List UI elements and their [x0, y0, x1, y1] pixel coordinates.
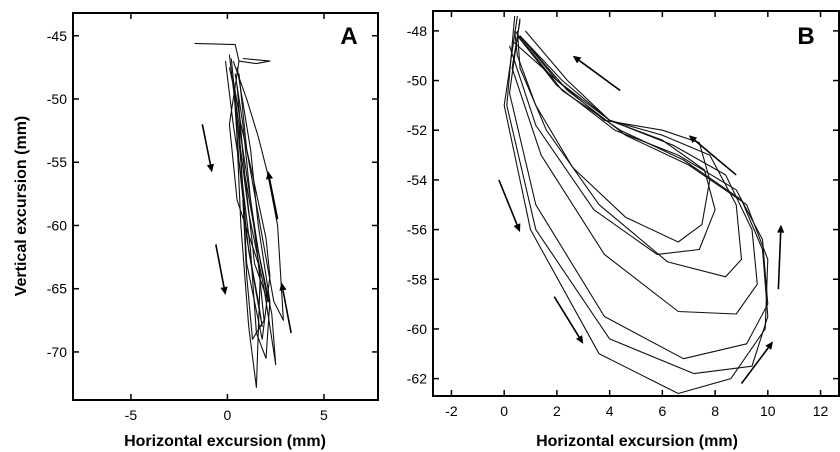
panel-b-y-tick-label: -60 — [407, 321, 427, 337]
panel-b-trace-5 — [506, 15, 769, 375]
panel-a-trace-7 — [228, 67, 269, 302]
panel-b-x-tick-label: 10 — [760, 403, 776, 419]
panel-b: -2 0 2 4 6 8 10 12 -48 -50 -52 -54 -56 -58 -60 -62 B Ho… — [407, 10, 840, 450]
panel-a-y-tick-label: -50 — [47, 91, 67, 107]
panel-b-direction-arrow-3 — [498, 179, 521, 233]
panel-b-x-axis-title: Horizontal excursion (mm) — [536, 433, 738, 450]
panel-b-x-tick-label: 6 — [658, 403, 666, 419]
panel-b-trace-7 — [508, 40, 716, 255]
panel-a-y-tick-label: -45 — [47, 28, 67, 44]
panel-a-x-tick-label: -5 — [125, 407, 138, 423]
panel-b-y-tick-label: -54 — [407, 172, 427, 188]
panel-a-x-axis-title: Horizontal excursion (mm) — [124, 433, 326, 450]
panel-a-label: A — [340, 23, 357, 50]
panel-a-x-tick-label: 0 — [224, 407, 232, 423]
panel-b-trace-3 — [511, 20, 758, 315]
panel-a-frame — [72, 12, 379, 401]
panel-a-trace-5 — [232, 60, 284, 321]
panel-b-y-tick-label: -50 — [407, 73, 427, 89]
panel-b-direction-arrow-6 — [740, 341, 774, 385]
panel-a-trace-8 — [232, 79, 271, 340]
panel-a-x-tick-label: 5 — [320, 407, 328, 423]
panel-a-trace-1 — [194, 42, 265, 340]
panel-a-trace-9 — [238, 57, 271, 65]
panel-b-x-tick-label: 4 — [606, 403, 614, 419]
panel-a-y-tick-label: -70 — [47, 344, 67, 360]
panel-a-trace-6 — [228, 54, 277, 366]
panel-b-y-tick-label: -58 — [407, 271, 427, 287]
panel-a-direction-arrow-4 — [279, 282, 292, 334]
panel-b-x-tick-label: 12 — [813, 403, 829, 419]
panel-b-direction-arrow-5 — [777, 224, 785, 290]
panel-b-x-tick-label: -2 — [445, 403, 458, 419]
panel-b-x-tick-label: 8 — [711, 403, 719, 419]
panel-b-y-tick-label: -62 — [407, 371, 427, 387]
panel-b-direction-arrow-1 — [572, 55, 621, 92]
panel-a-y-tick-label: -60 — [47, 217, 67, 233]
panel-b-direction-arrow-2 — [688, 135, 737, 176]
panel-b-trace-4 — [508, 18, 769, 360]
panel-b-x-tick-label: 0 — [500, 403, 508, 419]
panel-b-y-tick-label: -48 — [407, 23, 427, 39]
panel-b-trace-6 — [503, 15, 769, 395]
panel-a-direction-arrow-2 — [215, 244, 228, 296]
panel-b-x-tick-label: 2 — [553, 403, 561, 419]
panel-b-y-tick-label: -56 — [407, 222, 427, 238]
panel-a: -5 0 5-45-50-55-60-65-70 A Horizontal excu… — [13, 12, 379, 450]
panel-a-y-tick-label: -55 — [47, 154, 67, 170]
panel-b-direction-arrow-4 — [553, 296, 584, 344]
panel-a-direction-arrow-3 — [266, 171, 279, 220]
panel-b-frame — [432, 10, 840, 397]
panel-a-direction-arrow-1 — [201, 124, 214, 173]
panel-b-label: B — [797, 23, 814, 50]
panel-a-y-axis-title: Vertical excursion (mm) — [13, 116, 30, 297]
panel-b-trace-2 — [516, 30, 743, 278]
panel-b-y-tick-label: -52 — [407, 122, 427, 138]
panel-a-y-tick-label: -65 — [47, 281, 67, 297]
